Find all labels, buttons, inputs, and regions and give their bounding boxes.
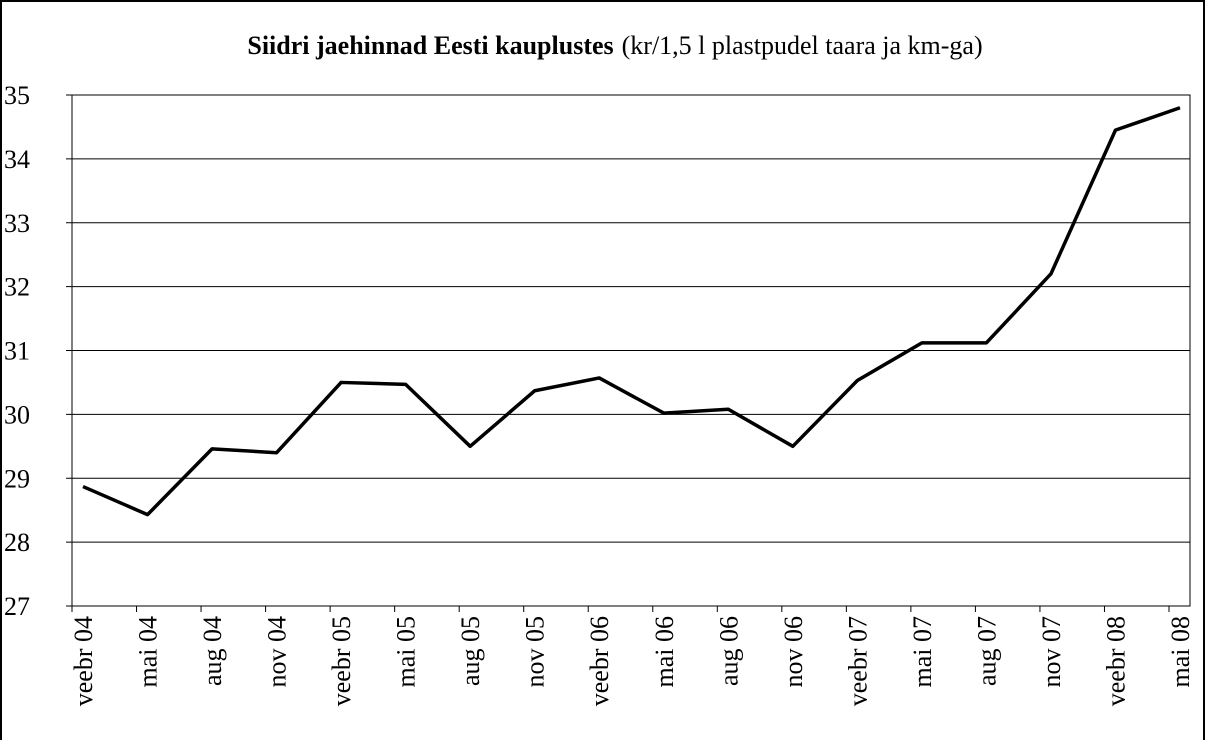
chart-title: Siidri jaehinnad Eesti kauplustes (kr/1,5… <box>247 31 982 60</box>
x-tick-label: veebr 04 <box>69 616 98 706</box>
x-tick-label: aug 05 <box>456 616 485 686</box>
x-tick-label: aug 07 <box>972 616 1001 686</box>
y-tick-label: 33 <box>4 209 30 238</box>
y-tick-label: 30 <box>4 400 30 429</box>
line-series <box>82 106 1181 517</box>
subtitle: (kr/1,5 l plastpudel taara ja km-ga) <box>622 31 983 60</box>
x-tick-label: nov 07 <box>1037 616 1066 688</box>
y-tick-label: 31 <box>4 337 30 366</box>
x-tick-label: nov 05 <box>521 616 550 688</box>
x-tick-label: mai 04 <box>134 616 163 688</box>
x-tick-label: veebr 07 <box>843 616 872 706</box>
y-tick-label: 32 <box>4 273 30 302</box>
y-tick-label: 28 <box>4 528 30 557</box>
y-tick-label: 29 <box>4 464 30 493</box>
x-tick-label: aug 06 <box>714 616 743 686</box>
x-tick-label: mai 07 <box>908 616 937 688</box>
x-tick-label: veebr 06 <box>585 616 614 706</box>
x-tick-label: nov 06 <box>779 616 808 688</box>
x-tick-label: mai 08 <box>1166 616 1195 688</box>
x-tick-label: veebr 05 <box>327 616 356 706</box>
y-tick-label: 34 <box>4 145 30 174</box>
x-tick-label: veebr 08 <box>1101 616 1130 706</box>
y-tick-label: 35 <box>4 81 30 110</box>
y-tick-label: 27 <box>4 592 30 621</box>
x-tick-label: nov 04 <box>263 616 292 688</box>
x-tick-label: mai 05 <box>392 616 421 688</box>
title: Siidri jaehinnad Eesti kauplustes <box>247 31 613 60</box>
x-tick-label: aug 04 <box>198 616 227 686</box>
x-tick-label: mai 06 <box>650 616 679 688</box>
